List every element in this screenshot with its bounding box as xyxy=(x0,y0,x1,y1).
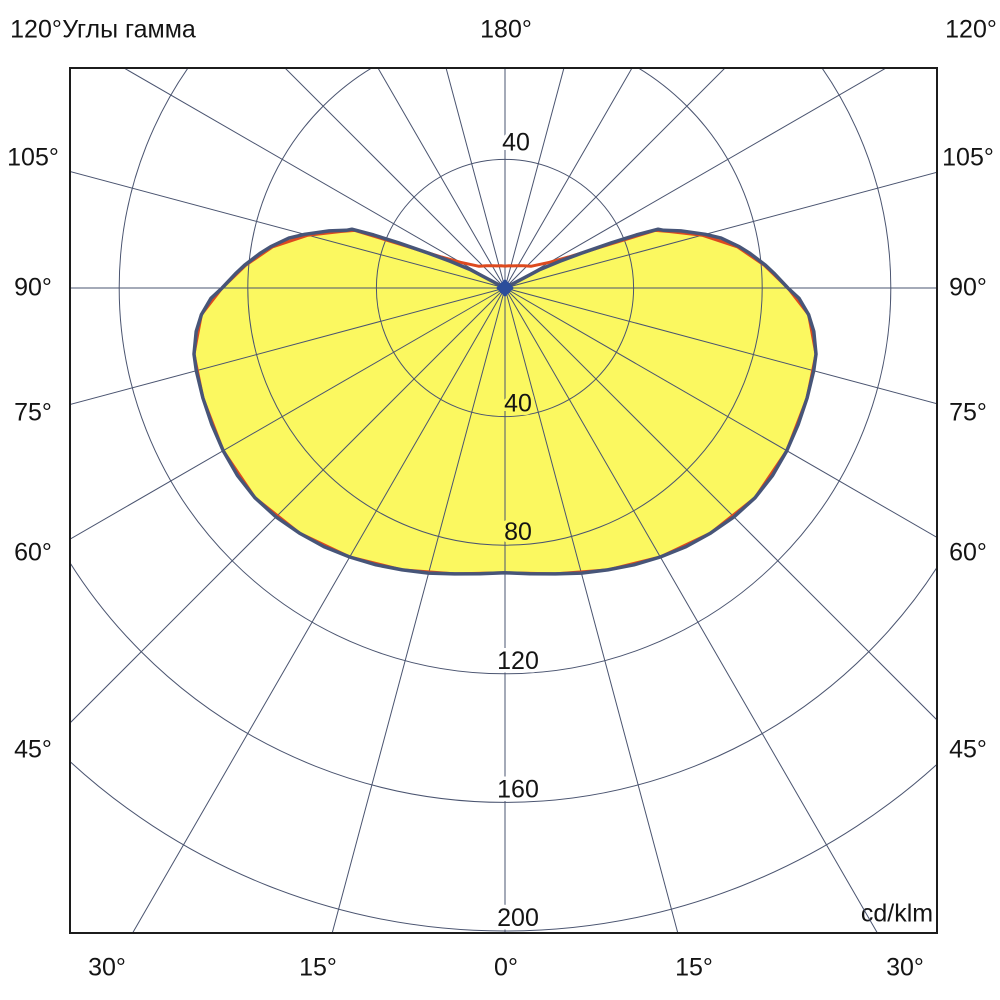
ring-scale-label: 200 xyxy=(497,904,539,932)
grid-spoke xyxy=(70,287,506,724)
plot-border xyxy=(69,67,938,934)
grid-spoke xyxy=(284,68,506,289)
grid-spoke xyxy=(504,287,937,405)
grid-spoke xyxy=(132,287,506,933)
ring-scale-label: 40 xyxy=(504,390,532,418)
ring-scale-label: 40 xyxy=(502,128,530,156)
grid-spoke xyxy=(504,287,937,538)
gamma-angle-label: 60° xyxy=(949,538,987,567)
ring-scale-label: 120 xyxy=(497,647,539,675)
gamma-angle-label: 105° xyxy=(942,143,994,172)
grid-spoke xyxy=(504,287,937,721)
gamma-angle-label: 0° xyxy=(494,953,518,982)
gamma-angle-label: 75° xyxy=(949,398,987,427)
gamma-angle-label: 120° xyxy=(945,15,997,44)
unit-label: cd/klm xyxy=(860,899,934,928)
gamma-angle-label: 75° xyxy=(14,398,52,427)
grid-spoke xyxy=(331,287,506,933)
grid-spoke xyxy=(70,287,506,540)
gamma-angle-label: 30° xyxy=(886,953,924,982)
grid-spoke xyxy=(70,287,506,406)
grid-spoke xyxy=(504,68,565,289)
gamma-angle-label: 120° xyxy=(10,15,62,44)
grid-spoke xyxy=(70,170,506,289)
grid-spoke xyxy=(504,68,726,289)
gamma-angle-label: 45° xyxy=(949,735,987,764)
gamma-angle-label: 105° xyxy=(7,143,59,172)
grid-spoke xyxy=(504,171,937,289)
gamma-angle-label: 30° xyxy=(88,953,126,982)
gamma-angle-label: 45° xyxy=(14,735,52,764)
grid-spoke xyxy=(377,68,506,289)
gamma-angle-label: 90° xyxy=(949,273,987,302)
grid-spoke xyxy=(504,68,888,289)
gamma-angle-label: 15° xyxy=(299,953,337,982)
gamma-angle-label: 60° xyxy=(14,538,52,567)
ring-scale-label: 160 xyxy=(497,775,539,803)
grid-spoke xyxy=(504,287,878,933)
ring-scale-label: 80 xyxy=(504,518,532,546)
grid-spoke xyxy=(445,68,506,289)
grid-spoke xyxy=(504,287,679,933)
grid-spoke xyxy=(122,68,506,289)
chart-title: Углы гамма xyxy=(62,15,196,44)
gamma-angle-label: 15° xyxy=(675,953,713,982)
gamma-angle-label: 90° xyxy=(14,273,52,302)
curve-c0-c180 xyxy=(192,227,818,576)
pole-marker xyxy=(496,279,514,297)
grid-spoke xyxy=(504,68,633,289)
gamma-angle-label: 180° xyxy=(480,15,532,44)
